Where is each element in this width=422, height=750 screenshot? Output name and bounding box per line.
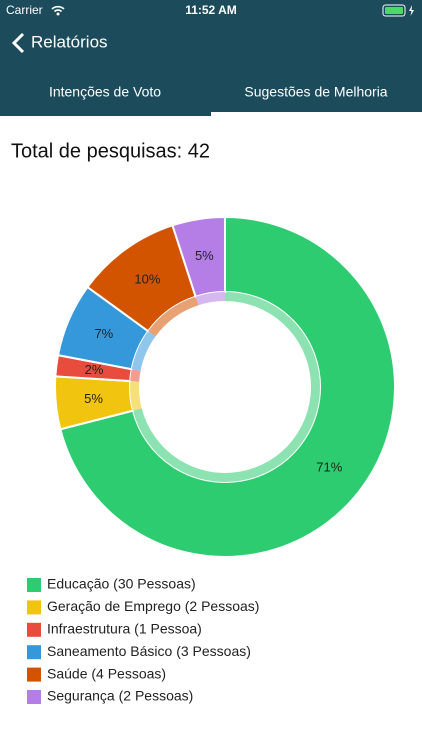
- legend-label: Saúde (4 Pessoas): [47, 665, 166, 681]
- donut-inner-ring: [195, 292, 225, 306]
- legend-label: Geração de Emprego (2 Pessoas): [47, 598, 259, 614]
- charging-icon: [409, 5, 414, 16]
- back-label: Relatórios: [31, 32, 108, 51]
- slice-label: 7%: [94, 326, 113, 341]
- tab[interactable]: Intenções de Voto: [49, 84, 161, 100]
- slice-label: 5%: [84, 391, 103, 406]
- battery-level: [385, 7, 403, 14]
- back-chevron: [11, 32, 25, 54]
- legend-label: Segurança (2 Pessoas): [47, 688, 193, 704]
- donut-inner-ring: [148, 296, 199, 337]
- legend-label: Infraestrutura (1 Pessoa): [47, 621, 202, 637]
- donut-inner-ring: [131, 331, 156, 371]
- wifi-icon: [51, 5, 65, 13]
- donut-inner-ring: [130, 381, 142, 411]
- legend-label: Saneamento Básico (3 Pessoas): [47, 643, 251, 659]
- legend-swatch: [27, 645, 41, 660]
- tab-indicator: [211, 112, 422, 116]
- slice-label: 2%: [85, 362, 104, 377]
- tab[interactable]: Sugestões de Melhoria: [244, 84, 387, 100]
- back-button[interactable]: Relatórios: [11, 32, 108, 54]
- slice-label: 71%: [316, 459, 342, 474]
- battery-outline: [382, 4, 406, 17]
- legend-label: Educação (30 Pessoas): [47, 576, 196, 592]
- slice-label: 5%: [195, 248, 214, 263]
- carrier: Carrier: [6, 3, 43, 17]
- legend-swatch: [27, 600, 41, 615]
- summary: Total de pesquisas: 42: [11, 140, 210, 162]
- legend-swatch: [27, 690, 41, 704]
- donut-inner-ring: [130, 369, 141, 382]
- slice-label: 10%: [134, 272, 160, 287]
- legend-swatch: [27, 578, 41, 592]
- header-bg: [0, 0, 422, 116]
- legend-swatch: [27, 667, 41, 682]
- time: 11:52 AM: [185, 3, 237, 17]
- legend-swatch: [27, 622, 41, 637]
- wifi-dot: [56, 12, 60, 16]
